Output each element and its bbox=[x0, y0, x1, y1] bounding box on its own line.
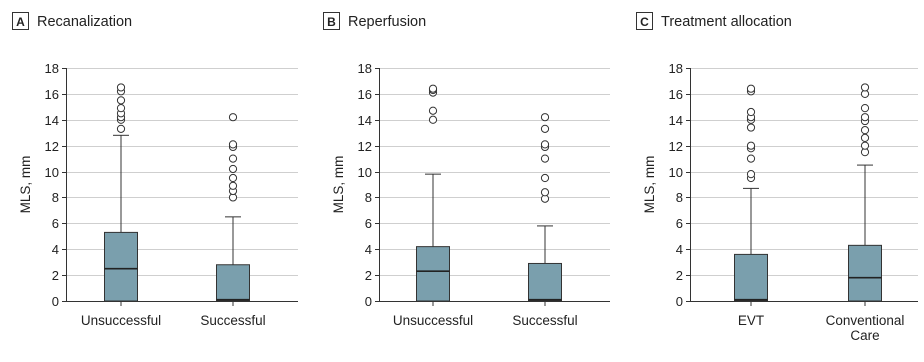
y-tick-label: 10 bbox=[669, 165, 683, 180]
y-tick-label: 2 bbox=[365, 268, 372, 283]
outlier-point bbox=[540, 140, 550, 149]
y-tick-label: 14 bbox=[45, 113, 59, 128]
outlier-point bbox=[540, 113, 550, 122]
outlier-point bbox=[746, 84, 756, 93]
y-tick-label: 14 bbox=[669, 113, 683, 128]
y-tick-label: 14 bbox=[358, 113, 372, 128]
outlier-point bbox=[228, 181, 238, 190]
panel-title: Reperfusion bbox=[348, 14, 426, 30]
y-tick-label: 18 bbox=[358, 61, 372, 76]
x-category-label: Conventional bbox=[826, 313, 905, 328]
outlier-point bbox=[428, 106, 438, 115]
y-tick-label: 10 bbox=[358, 165, 372, 180]
outlier-point bbox=[540, 124, 550, 133]
outlier-point bbox=[860, 83, 870, 92]
box bbox=[528, 262, 562, 302]
outlier-point bbox=[860, 133, 870, 142]
box bbox=[216, 264, 250, 302]
panel-letter: B bbox=[327, 15, 336, 29]
y-tick-label: 2 bbox=[52, 268, 59, 283]
y-tick-label: 4 bbox=[676, 242, 683, 257]
chart-panel: A Recanalization 0 2 4 6 8 10 12 14 16 18 MLS, mm Uns… bbox=[12, 12, 298, 328]
panel-letter: C bbox=[640, 15, 649, 29]
y-tick-label: 18 bbox=[45, 61, 59, 76]
x-category-label: Unsuccessful bbox=[393, 313, 473, 328]
outlier-point bbox=[228, 164, 238, 174]
panel-letter-box bbox=[12, 12, 29, 30]
box-group: Unsuccessful bbox=[81, 83, 161, 328]
box bbox=[104, 231, 138, 302]
y-tick-label: 10 bbox=[45, 165, 59, 180]
y-tick-label: 18 bbox=[669, 61, 683, 76]
panel-letter-box bbox=[636, 12, 653, 30]
outlier-point bbox=[116, 96, 126, 105]
outlier-point bbox=[428, 115, 438, 124]
box-group: Successful bbox=[512, 113, 578, 328]
box bbox=[734, 253, 768, 302]
box bbox=[416, 246, 450, 302]
y-axis-label: MLS, mm bbox=[642, 156, 657, 214]
x-category-label: Successful bbox=[512, 313, 577, 328]
y-tick-label: 0 bbox=[52, 294, 59, 309]
outlier-point bbox=[746, 170, 756, 179]
y-tick-label: 6 bbox=[52, 216, 59, 231]
y-tick-label: 2 bbox=[676, 268, 683, 283]
y-tick-label: 12 bbox=[45, 139, 59, 154]
outlier-point bbox=[860, 126, 870, 135]
y-tick-label: 16 bbox=[358, 87, 372, 102]
outlier-point bbox=[116, 124, 126, 133]
y-tick-label: 0 bbox=[365, 294, 372, 309]
y-tick-label: 8 bbox=[365, 190, 372, 205]
box-group: EVT bbox=[734, 84, 768, 328]
y-tick-label: 6 bbox=[365, 216, 372, 231]
x-category-label: EVT bbox=[738, 313, 764, 328]
outlier-point bbox=[116, 104, 126, 113]
outlier-point bbox=[540, 173, 550, 183]
box-group: Unsuccessful bbox=[393, 84, 473, 328]
panel-letter-box bbox=[323, 12, 340, 30]
x-category-label: Unsuccessful bbox=[81, 313, 161, 328]
y-axis-label: MLS, mm bbox=[18, 156, 33, 214]
y-tick-label: 6 bbox=[676, 216, 683, 231]
x-category-label: Care bbox=[850, 328, 879, 343]
y-tick-label: 16 bbox=[45, 87, 59, 102]
chart-panel: B Reperfusion 0 2 4 6 8 10 12 14 16 18 MLS, mm Unsucc… bbox=[323, 12, 610, 328]
outlier-point bbox=[228, 173, 238, 183]
y-tick-label: 8 bbox=[676, 190, 683, 205]
y-tick-label: 4 bbox=[365, 242, 372, 257]
outlier-point bbox=[116, 83, 126, 92]
outlier-point bbox=[860, 113, 870, 122]
chart-panel: C Treatment allocation 0 2 4 6 8 10 12 14 16 18 MLS,… bbox=[636, 12, 918, 343]
y-tick-label: 8 bbox=[52, 190, 59, 205]
outlier-point bbox=[860, 141, 870, 150]
panel-title: Recanalization bbox=[37, 14, 132, 30]
y-axis-label: MLS, mm bbox=[331, 156, 346, 214]
outlier-point bbox=[228, 140, 238, 149]
box bbox=[848, 244, 882, 302]
outlier-point bbox=[746, 123, 756, 132]
y-tick-label: 16 bbox=[669, 87, 683, 102]
box-group: Successful bbox=[200, 113, 266, 328]
y-tick-label: 4 bbox=[52, 242, 59, 257]
outlier-point bbox=[860, 104, 870, 113]
outlier-point bbox=[228, 154, 238, 163]
panel-title: Treatment allocation bbox=[661, 14, 792, 30]
outlier-point bbox=[746, 107, 756, 117]
y-tick-label: 12 bbox=[669, 139, 683, 154]
outlier-point bbox=[746, 141, 756, 150]
outlier-point bbox=[540, 188, 550, 197]
y-tick-label: 12 bbox=[358, 139, 372, 154]
outlier-point bbox=[540, 154, 550, 163]
outlier-point bbox=[228, 113, 238, 122]
panel-letter: A bbox=[16, 15, 25, 29]
y-tick-label: 0 bbox=[676, 294, 683, 309]
x-category-label: Successful bbox=[200, 313, 265, 328]
outlier-point bbox=[428, 84, 438, 93]
outlier-point bbox=[746, 154, 756, 163]
